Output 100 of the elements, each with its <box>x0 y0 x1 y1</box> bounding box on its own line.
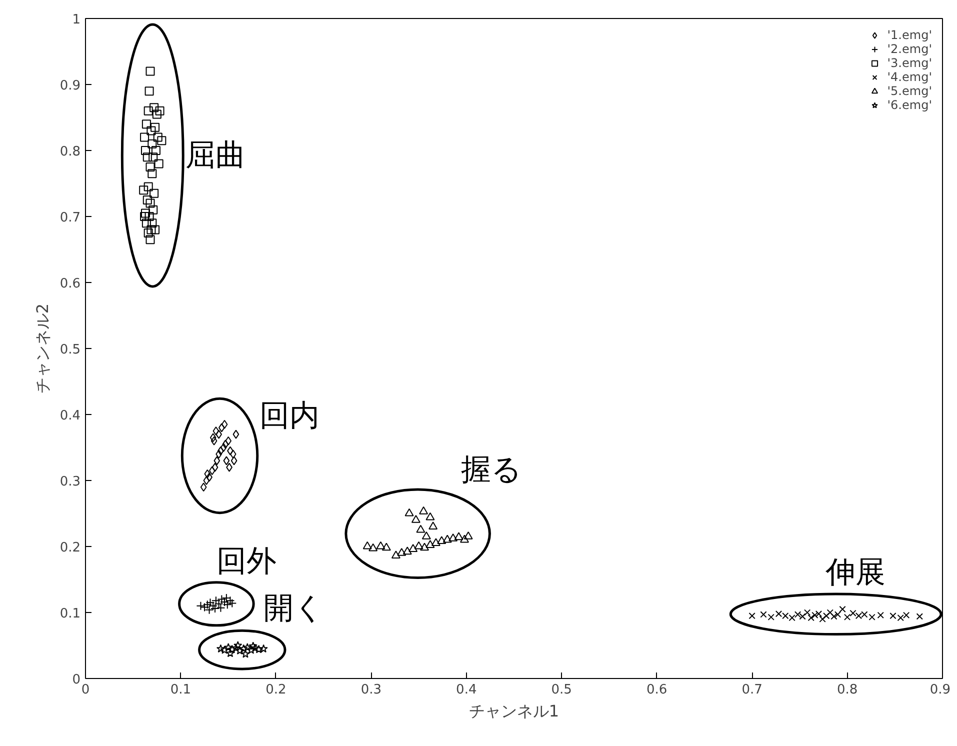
point <box>142 152 152 162</box>
point <box>212 426 220 436</box>
point <box>151 146 160 155</box>
point <box>428 522 438 530</box>
y-tick-label: 0.5 <box>60 342 81 358</box>
point <box>203 476 210 485</box>
point <box>748 612 756 620</box>
y-tick-label: 0.8 <box>60 144 81 160</box>
legend-label: '3.emg' <box>887 56 932 70</box>
point <box>454 532 464 540</box>
point <box>246 646 256 654</box>
point <box>208 466 216 476</box>
x-tick-label: 0.8 <box>836 682 858 698</box>
point <box>414 541 424 550</box>
point <box>397 548 406 556</box>
annotation: 回外 <box>216 544 276 580</box>
y-tick-label: 0.6 <box>60 276 81 292</box>
legend-label: '2.emg' <box>887 42 932 56</box>
point <box>382 542 391 551</box>
point <box>146 126 156 136</box>
point <box>212 462 218 472</box>
point <box>232 644 240 652</box>
point <box>808 614 814 622</box>
point <box>140 208 150 218</box>
y-tick-label: 0.7 <box>60 210 81 226</box>
point <box>460 534 469 543</box>
point <box>376 541 386 550</box>
point <box>220 443 227 452</box>
point <box>437 536 446 544</box>
point <box>402 546 412 555</box>
point <box>422 531 431 540</box>
x-axis-title: チャンネル1 <box>468 702 560 720</box>
point <box>448 533 458 542</box>
point <box>146 235 155 244</box>
point <box>426 540 435 548</box>
point <box>140 146 150 155</box>
x-tick-label: 0.9 <box>930 682 951 698</box>
point <box>877 612 884 618</box>
y-tick-label: 0 <box>72 672 81 688</box>
point <box>220 646 229 654</box>
x-tick-label: 0.7 <box>742 682 762 698</box>
point <box>148 205 158 214</box>
legend-label: '6.emg' <box>887 98 932 112</box>
point <box>420 542 429 551</box>
annotation: 開く <box>264 590 325 626</box>
annotation: 屈曲 <box>186 138 246 173</box>
point <box>228 644 236 654</box>
point <box>200 482 207 492</box>
point <box>464 531 473 540</box>
point <box>226 648 235 658</box>
point <box>768 614 774 620</box>
point <box>239 644 248 653</box>
point <box>250 644 260 652</box>
annotation: 伸展 <box>824 554 886 590</box>
y-tick-label: 0.2 <box>60 540 81 556</box>
point <box>232 430 240 439</box>
point <box>426 512 435 520</box>
point <box>153 132 162 142</box>
point <box>214 456 220 466</box>
point <box>142 120 151 129</box>
point <box>221 420 228 429</box>
y-tick-label: 0.9 <box>60 78 81 94</box>
legend-label: '5.emg' <box>887 84 932 98</box>
point <box>419 506 428 514</box>
y-axis-title: チャンネル2 <box>32 303 52 394</box>
legend-label: '1.emg' <box>887 28 932 42</box>
point <box>144 106 153 116</box>
point <box>234 641 242 650</box>
x-tick-label: 0.2 <box>266 682 286 698</box>
point <box>155 106 164 116</box>
point <box>416 524 426 533</box>
legend-label: '4.emg' <box>887 70 932 84</box>
point <box>222 440 229 449</box>
y-tick-label: 0.1 <box>60 606 81 622</box>
point <box>868 614 876 620</box>
point <box>230 456 238 466</box>
point <box>362 541 372 550</box>
point <box>839 606 846 613</box>
point <box>142 196 152 204</box>
annotation: 握る <box>460 452 522 488</box>
point <box>150 103 159 112</box>
point <box>148 169 157 178</box>
point <box>204 469 211 478</box>
point <box>812 612 818 618</box>
annotation: 回内 <box>259 398 320 434</box>
point <box>243 642 252 652</box>
point <box>844 614 851 620</box>
x-tick-label: 0.5 <box>551 682 572 698</box>
point <box>148 139 157 148</box>
point <box>408 544 418 552</box>
point <box>241 650 250 658</box>
point <box>152 110 162 119</box>
point <box>148 152 158 162</box>
point <box>216 644 226 653</box>
point <box>760 611 767 618</box>
point <box>404 508 414 516</box>
point <box>230 450 236 459</box>
x-tick-label: 0.6 <box>646 682 668 698</box>
point <box>142 218 151 228</box>
point <box>916 613 923 620</box>
